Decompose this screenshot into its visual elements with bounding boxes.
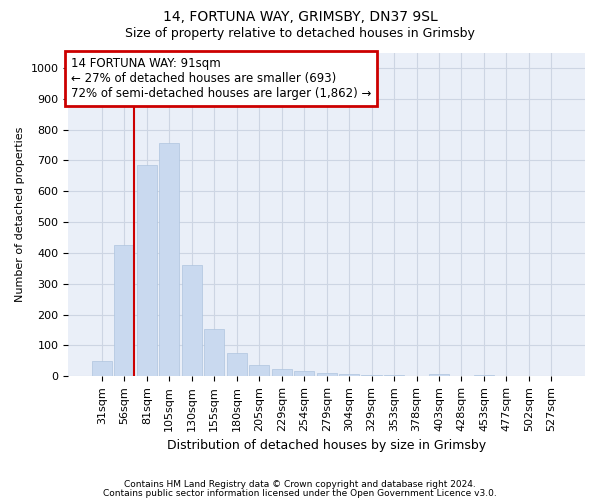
Bar <box>272 368 292 376</box>
Bar <box>429 374 449 376</box>
Bar <box>137 165 157 376</box>
Bar <box>249 364 269 376</box>
Bar <box>159 143 179 376</box>
Text: 14, FORTUNA WAY, GRIMSBY, DN37 9SL: 14, FORTUNA WAY, GRIMSBY, DN37 9SL <box>163 10 437 24</box>
Bar <box>294 371 314 376</box>
Text: 14 FORTUNA WAY: 91sqm
← 27% of detached houses are smaller (693)
72% of semi-det: 14 FORTUNA WAY: 91sqm ← 27% of detached … <box>71 58 371 100</box>
Text: Size of property relative to detached houses in Grimsby: Size of property relative to detached ho… <box>125 28 475 40</box>
X-axis label: Distribution of detached houses by size in Grimsby: Distribution of detached houses by size … <box>167 440 486 452</box>
Bar <box>339 374 359 376</box>
Bar <box>361 375 382 376</box>
Bar <box>182 266 202 376</box>
Bar <box>92 361 112 376</box>
Bar <box>114 245 134 376</box>
Bar <box>227 353 247 376</box>
Bar <box>204 328 224 376</box>
Bar <box>474 375 494 376</box>
Y-axis label: Number of detached properties: Number of detached properties <box>15 126 25 302</box>
Bar <box>384 375 404 376</box>
Bar <box>317 372 337 376</box>
Text: Contains public sector information licensed under the Open Government Licence v3: Contains public sector information licen… <box>103 488 497 498</box>
Text: Contains HM Land Registry data © Crown copyright and database right 2024.: Contains HM Land Registry data © Crown c… <box>124 480 476 489</box>
